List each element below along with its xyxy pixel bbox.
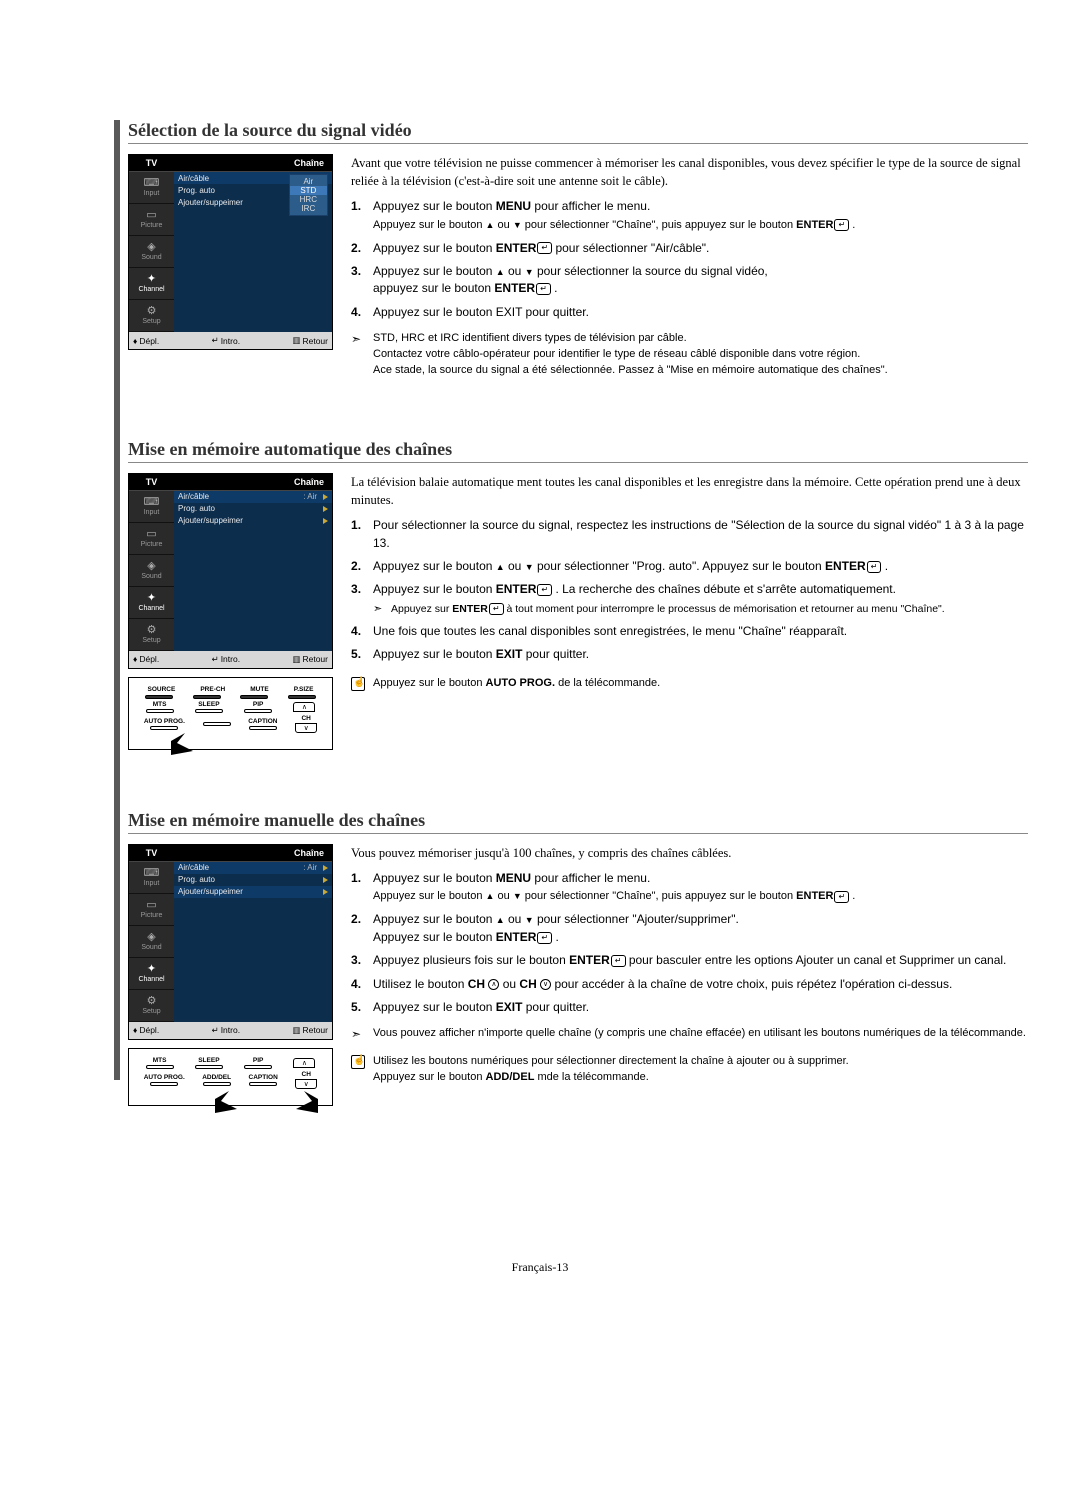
step-1: Appuyez sur le bouton MENU pour afficher…: [351, 198, 1028, 233]
osd-dropdown-overlay: Air STD HRC IRC: [289, 174, 328, 216]
osd-menu-screenshot: TV Chaîne ⌨Input ▭Picture ◈Sound ✦Channe…: [128, 473, 333, 669]
section-intro: La télévision balaie automatique ment to…: [351, 473, 1028, 509]
section-manual-memory: Mise en mémoire manuelle des chaînes TV …: [128, 810, 1028, 1106]
page-number: Français-13: [0, 1260, 1080, 1275]
step-5: Appuyez sur le bouton EXIT pour quitter.: [351, 646, 1028, 663]
step-2: Appuyez sur le bouton ▲ ou ▼ pour sélect…: [351, 558, 1028, 575]
remote-illustration: MTS SLEEP PIP ∧ AUTO PROG. ADD/DEL CAPTI…: [128, 1048, 333, 1106]
osd-sidebar: ⌨Input ▭Picture ◈Sound ✦Channel ⚙Setup: [129, 172, 174, 332]
step-5: Appuyez sur le bouton EXIT pour quitter.: [351, 999, 1028, 1016]
section-intro: Vous pouvez mémoriser jusqu'à 100 chaîne…: [351, 844, 1028, 862]
section-intro: Avant que votre télévision ne puisse com…: [351, 154, 1028, 190]
note: STD, HRC et IRC identifient divers types…: [351, 331, 1028, 379]
manual-page: Sélection de la source du signal vidéo T…: [128, 120, 1028, 1166]
remote-note: Appuyez sur le bouton AUTO PROG. de la t…: [351, 676, 1028, 692]
section-signal-source: Sélection de la source du signal vidéo T…: [128, 120, 1028, 379]
ch-down-icon: ∨: [540, 979, 551, 990]
pointer-icon: [215, 1091, 237, 1113]
remote-note: Utilisez les boutons numériques pour sél…: [351, 1054, 1028, 1086]
pointer-icon: [296, 1091, 318, 1113]
section-auto-memory: Mise en mémoire automatique des chaînes …: [128, 439, 1028, 750]
side-accent-bar: [114, 120, 120, 1080]
step-3: Appuyez sur le bouton ENTER↵ . La recher…: [351, 581, 1028, 617]
osd-tv-label: TV: [129, 155, 174, 171]
section-title: Mise en mémoire manuelle des chaînes: [128, 810, 1028, 834]
pointer-icon: [171, 733, 193, 755]
osd-footer: ♦ Dépl. ↵Intro. ▥Retour: [129, 332, 332, 349]
osd-panel-title: Chaîne: [174, 155, 332, 171]
osd-menu-screenshot: TV Chaîne ⌨Input ▭Picture ◈Sound ✦Channe…: [128, 154, 333, 350]
step-list: Appuyez sur le bouton MENU pour afficher…: [351, 198, 1028, 321]
step-2: Appuyez sur le bouton ▲ ou ▼ pour sélect…: [351, 911, 1028, 946]
step-4: Utilisez le bouton CH ∧ ou CH ∨ pour acc…: [351, 976, 1028, 993]
step-4: Une fois que toutes les canal disponible…: [351, 623, 1028, 640]
remote-illustration: SOURCE PRE-CH MUTE P.SIZE MTS SLEEP PIP …: [128, 677, 333, 750]
step-2: Appuyez sur le bouton ENTER↵ pour sélect…: [351, 240, 1028, 257]
step-3: Appuyez plusieurs fois sur le bouton ENT…: [351, 952, 1028, 969]
note: Vous pouvez afficher n'importe quelle ch…: [351, 1026, 1028, 1042]
osd-menu-screenshot: TV Chaîne ⌨Input ▭Picture ◈Sound ✦Channe…: [128, 844, 333, 1040]
section-title: Mise en mémoire automatique des chaînes: [128, 439, 1028, 463]
enter-icon: ↵: [834, 219, 849, 231]
step-1: Pour sélectionner la source du signal, r…: [351, 517, 1028, 552]
enter-icon: ↵: [536, 283, 551, 295]
step-1: Appuyez sur le bouton MENU pour afficher…: [351, 870, 1028, 905]
step-4: Appuyez sur le bouton EXIT pour quitter.: [351, 304, 1028, 321]
section-title: Sélection de la source du signal vidéo: [128, 120, 1028, 144]
enter-icon: ↵: [537, 242, 552, 254]
ch-up-icon: ∧: [488, 979, 499, 990]
step-3: Appuyez sur le bouton ▲ ou ▼ pour sélect…: [351, 263, 1028, 298]
